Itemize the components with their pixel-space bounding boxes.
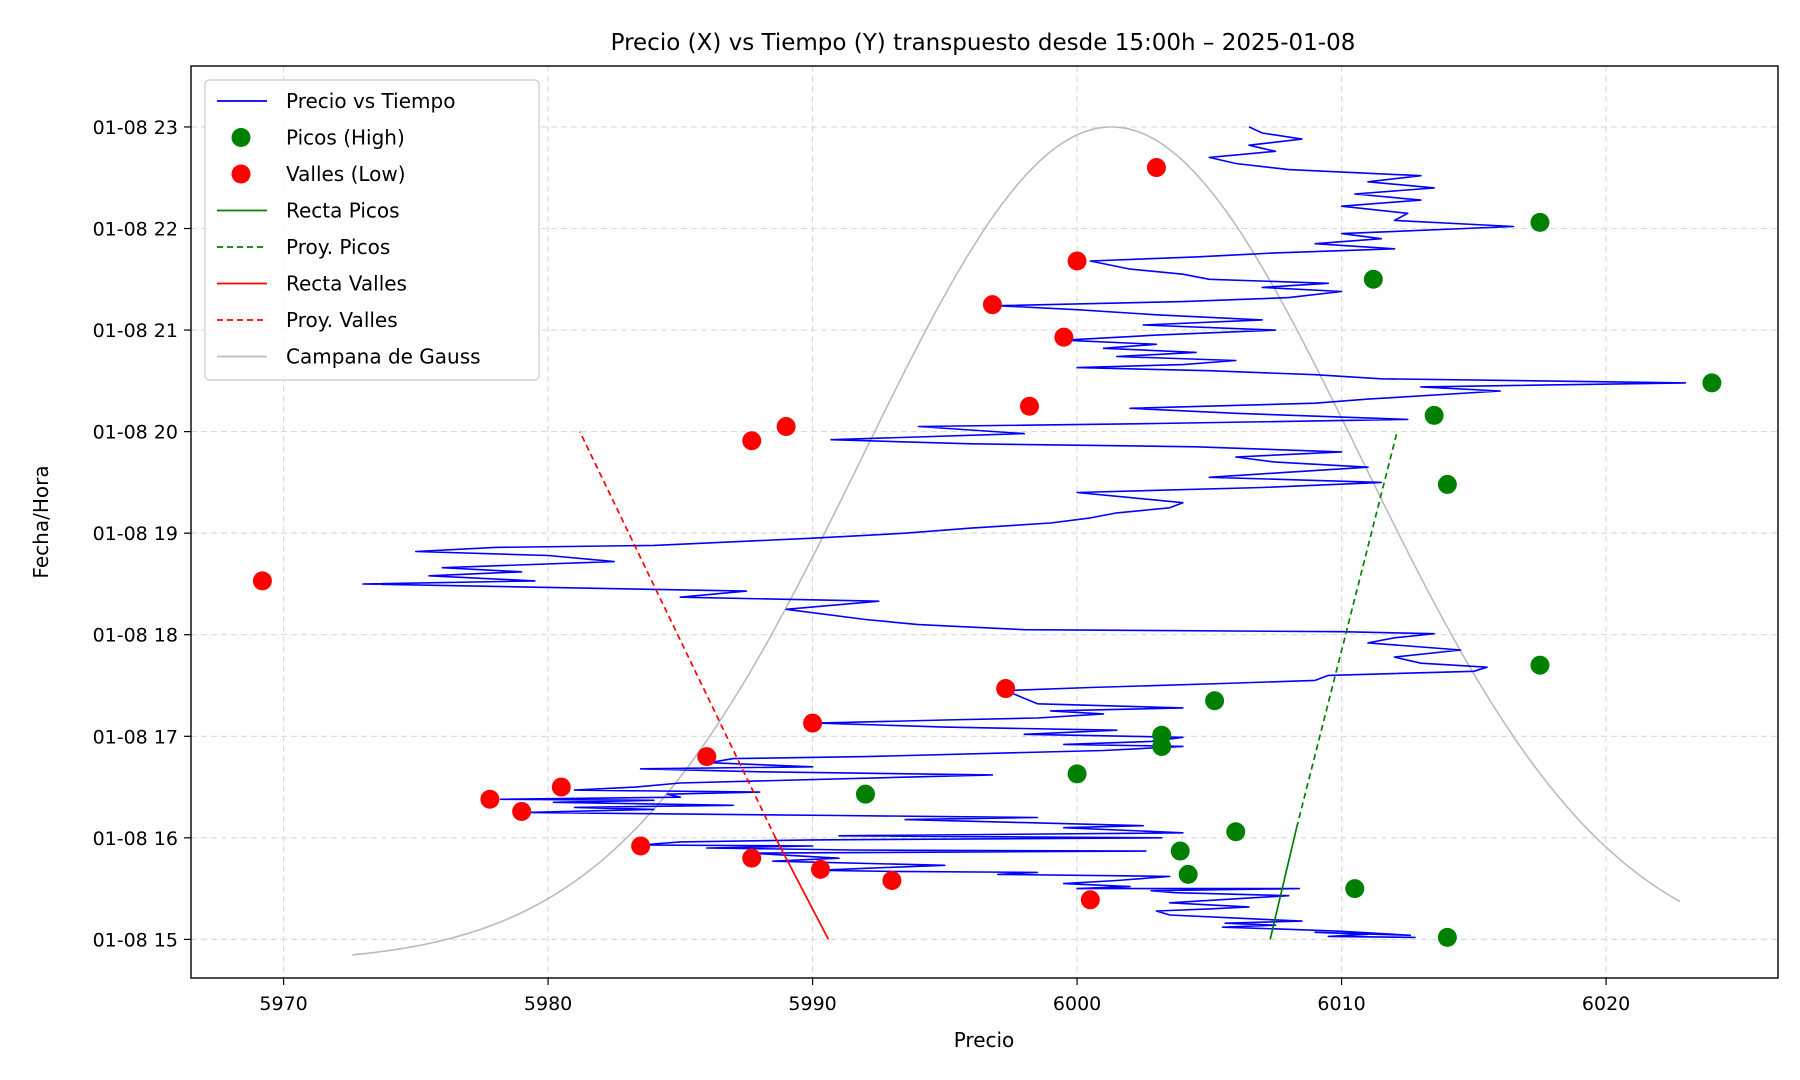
valley-point [551,777,571,797]
legend-label: Valles (Low) [286,162,406,186]
peak-trend-line [1269,827,1298,940]
valley-point [512,801,532,821]
gauss-curve [352,126,1681,956]
legend-label: Recta Valles [286,272,407,296]
valley-point [982,295,1002,315]
peak-point [1424,405,1444,425]
legend-label: Precio vs Tiempo [286,89,455,113]
valley-point [811,859,831,879]
y-tick-label: 01-08 16 [93,828,178,850]
valley-point [252,571,272,591]
valley-point [631,836,651,856]
legend-item: Proy. Picos [217,235,390,259]
legend-item: Recta Valles [217,272,407,296]
x-tick-label: 5970 [259,993,307,1015]
peak-point [1437,474,1457,494]
markers-layer [252,158,1722,947]
y-axis-label: Fecha/Hora [29,465,53,578]
peak-point [855,784,875,804]
peak-point [1530,655,1550,675]
y-tick-label: 01-08 18 [93,625,178,647]
y-tick-label: 01-08 22 [93,218,178,240]
valley-point [742,431,762,451]
trend-lines-layer [579,431,1398,940]
peak-point [1363,269,1383,289]
valley-point [1080,890,1100,910]
valley-point [776,417,796,437]
chart-title: Precio (X) vs Tiempo (Y) transpuesto des… [611,30,1356,56]
y-tick-label: 01-08 15 [93,929,178,951]
x-axis-label: Precio [954,1028,1015,1052]
legend-label: Campana de Gauss [286,345,481,369]
peak-point [1702,373,1722,393]
legend-label: Recta Picos [286,199,400,223]
x-axis-ticks: 5970 5980 5990 6000 6010 6020 [259,978,1630,1015]
valley-point [1067,251,1087,271]
y-axis-ticks: 01-08 15 01-08 16 01-08 17 01-08 18 01-08 19… [93,117,191,951]
legend-item: Valles (Low) [231,162,406,186]
valley-point [1054,327,1074,347]
valley-point [742,848,762,868]
valley-point [996,679,1016,699]
valley-trend-line [774,837,830,940]
y-tick-label: 01-08 20 [93,422,178,444]
valley-point [697,747,717,767]
peak-point [1205,691,1225,711]
valley-point [480,789,500,809]
peak-point [1226,822,1246,842]
peak-point [1178,864,1198,884]
y-tick-label: 01-08 23 [93,117,178,139]
valley-point [882,871,902,891]
legend-label: Proy. Picos [286,235,390,259]
x-tick-label: 5980 [524,993,572,1015]
y-tick-label: 01-08 19 [93,523,178,545]
valley-point [803,713,823,733]
legend-label: Proy. Valles [286,308,398,332]
legend-item: Proy. Valles [217,308,398,332]
valley-point [1019,396,1039,416]
legend-item: Picos (High) [231,126,405,150]
legend-marker [231,128,251,147]
x-tick-label: 6000 [1053,993,1101,1015]
price-series-line [362,126,1687,939]
peak-projection-line [1295,431,1398,828]
valley-projection-line [579,431,777,839]
legend-box [204,79,540,381]
peak-point [1170,841,1190,861]
legend-label: Picos (High) [286,126,405,150]
valley-point [1146,158,1166,178]
legend: Precio vs Tiempo Picos (High) Valles (Low)… [204,79,540,381]
legend-marker [231,164,251,184]
gauss-curve-layer [352,126,1681,956]
y-tick-label: 01-08 21 [93,320,178,342]
peak-point [1345,879,1365,899]
peak-point [1530,212,1550,232]
y-tick-label: 01-08 17 [93,726,178,748]
legend-item: Campana de Gauss [217,345,481,369]
x-tick-label: 5990 [788,993,836,1015]
plot-frame [190,65,1779,979]
peak-point [1437,927,1457,947]
peak-point [1152,725,1172,745]
price-line-layer [362,126,1687,939]
x-tick-label: 6010 [1317,993,1365,1015]
legend-item: Precio vs Tiempo [217,89,455,113]
legend-item: Recta Picos [217,199,400,223]
x-tick-label: 6020 [1582,993,1630,1015]
peak-point [1067,764,1087,784]
